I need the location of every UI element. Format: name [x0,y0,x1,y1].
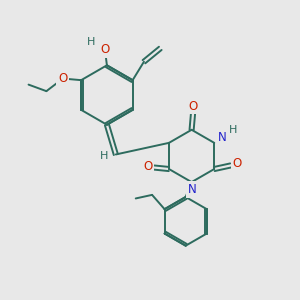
Text: O: O [188,100,198,112]
Text: H: H [100,151,109,161]
Text: O: O [143,160,152,172]
Text: N: N [218,131,227,144]
Text: O: O [232,158,242,170]
Text: O: O [58,72,68,85]
Text: H: H [87,37,96,47]
Text: O: O [101,43,110,56]
Text: N: N [188,183,197,196]
Text: H: H [229,125,237,135]
